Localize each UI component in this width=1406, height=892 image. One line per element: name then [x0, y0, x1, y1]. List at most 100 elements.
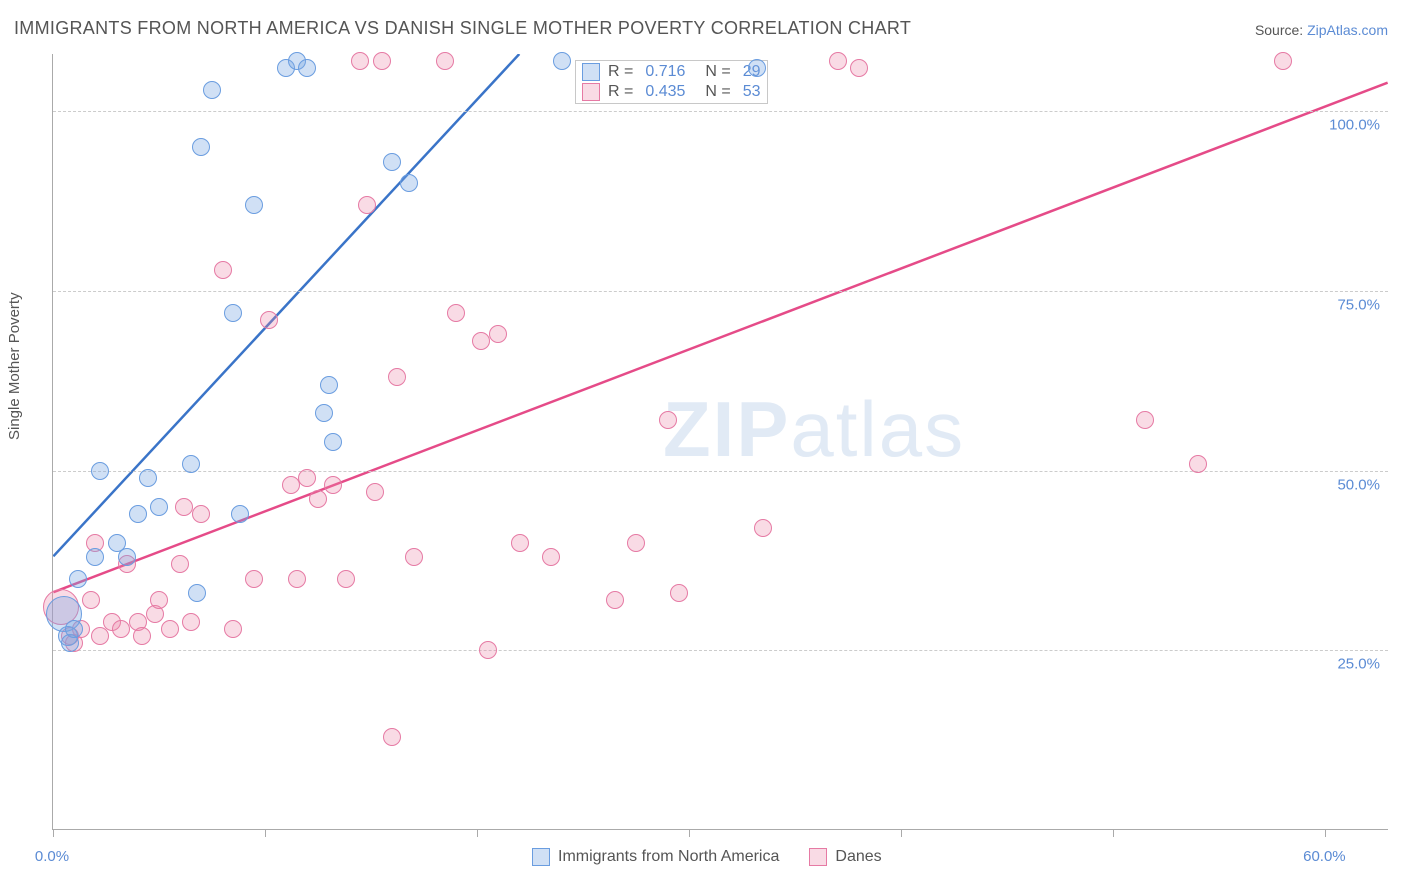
data-point-pink	[91, 627, 109, 645]
data-point-blue	[86, 548, 104, 566]
data-point-pink	[192, 505, 210, 523]
data-point-blue	[245, 196, 263, 214]
data-point-blue	[182, 455, 200, 473]
data-point-blue	[298, 59, 316, 77]
legend-label-blue: Immigrants from North America	[558, 848, 779, 865]
r-value-blue: 0.716	[645, 63, 685, 81]
data-point-pink	[479, 641, 497, 659]
data-point-pink	[366, 483, 384, 501]
data-point-pink	[245, 570, 263, 588]
x-tick	[53, 829, 54, 837]
data-point-pink	[754, 519, 772, 537]
data-point-pink	[1274, 52, 1292, 70]
swatch-pink	[582, 83, 600, 101]
y-tick-label: 100.0%	[1329, 117, 1380, 134]
data-point-blue	[400, 174, 418, 192]
data-point-pink	[472, 332, 490, 350]
y-tick-label: 25.0%	[1337, 656, 1380, 673]
gridline	[53, 650, 1388, 651]
data-point-pink	[182, 613, 200, 631]
watermark-zip: ZIP	[663, 385, 790, 473]
chart-title: IMMIGRANTS FROM NORTH AMERICA VS DANISH …	[14, 18, 911, 39]
gridline	[53, 291, 1388, 292]
swatch-blue	[582, 63, 600, 81]
data-point-pink	[309, 490, 327, 508]
data-point-pink	[850, 59, 868, 77]
trend-lines	[53, 54, 1388, 829]
data-point-pink	[436, 52, 454, 70]
n-value-pink: 53	[743, 83, 761, 101]
data-point-pink	[288, 570, 306, 588]
data-point-blue	[69, 570, 87, 588]
correlation-legend: R = 0.716 N = 29 R = 0.435 N = 53	[575, 60, 768, 104]
data-point-blue	[383, 153, 401, 171]
swatch-blue	[532, 848, 550, 866]
source-link[interactable]: ZipAtlas.com	[1307, 22, 1388, 38]
data-point-pink	[351, 52, 369, 70]
x-tick	[265, 829, 266, 837]
watermark-atlas: atlas	[790, 385, 965, 473]
scatter-chart: ZIPatlas R = 0.716 N = 29 R = 0.435 N = …	[52, 54, 1388, 830]
x-tick	[901, 829, 902, 837]
data-point-pink	[659, 411, 677, 429]
series-legend: Immigrants from North America Danes	[532, 848, 882, 866]
data-point-blue	[203, 81, 221, 99]
source-attribution: Source: ZipAtlas.com	[1255, 22, 1388, 38]
gridline	[53, 111, 1388, 112]
data-point-pink	[1136, 411, 1154, 429]
data-point-pink	[82, 591, 100, 609]
data-point-pink	[260, 311, 278, 329]
data-point-pink	[627, 534, 645, 552]
data-point-pink	[282, 476, 300, 494]
data-point-pink	[324, 476, 342, 494]
y-tick-label: 75.0%	[1337, 297, 1380, 314]
data-point-blue	[188, 584, 206, 602]
data-point-pink	[606, 591, 624, 609]
swatch-pink	[809, 848, 827, 866]
data-point-pink	[405, 548, 423, 566]
legend-label-pink: Danes	[835, 848, 881, 865]
data-point-blue	[118, 548, 136, 566]
data-point-pink	[383, 728, 401, 746]
data-point-blue	[224, 304, 242, 322]
data-point-pink	[1189, 455, 1207, 473]
data-point-pink	[373, 52, 391, 70]
data-point-pink	[358, 196, 376, 214]
data-point-blue	[65, 620, 83, 638]
legend-row-blue: R = 0.716 N = 29	[582, 63, 761, 81]
r-value-pink: 0.435	[645, 83, 685, 101]
data-point-pink	[171, 555, 189, 573]
data-point-pink	[542, 548, 560, 566]
data-point-blue	[231, 505, 249, 523]
data-point-pink	[829, 52, 847, 70]
data-point-pink	[298, 469, 316, 487]
data-point-pink	[133, 627, 151, 645]
x-tick-label: 60.0%	[1303, 848, 1346, 865]
data-point-blue	[748, 59, 766, 77]
data-point-blue	[91, 462, 109, 480]
data-point-blue	[192, 138, 210, 156]
y-axis-label: Single Mother Poverty	[6, 292, 23, 440]
data-point-pink	[670, 584, 688, 602]
data-point-pink	[489, 325, 507, 343]
x-tick-label: 0.0%	[35, 848, 69, 865]
data-point-pink	[511, 534, 529, 552]
data-point-pink	[175, 498, 193, 516]
n-label: N =	[705, 83, 730, 101]
data-point-pink	[150, 591, 168, 609]
data-point-blue	[320, 376, 338, 394]
data-point-blue	[553, 52, 571, 70]
source-label: Source:	[1255, 22, 1307, 38]
x-tick	[477, 829, 478, 837]
r-label: R =	[608, 63, 633, 81]
data-point-blue	[129, 505, 147, 523]
data-point-blue	[150, 498, 168, 516]
x-tick	[1113, 829, 1114, 837]
legend-item-blue: Immigrants from North America	[532, 848, 779, 866]
data-point-pink	[224, 620, 242, 638]
data-point-blue	[324, 433, 342, 451]
data-point-pink	[161, 620, 179, 638]
r-label: R =	[608, 83, 633, 101]
data-point-blue	[139, 469, 157, 487]
data-point-pink	[337, 570, 355, 588]
